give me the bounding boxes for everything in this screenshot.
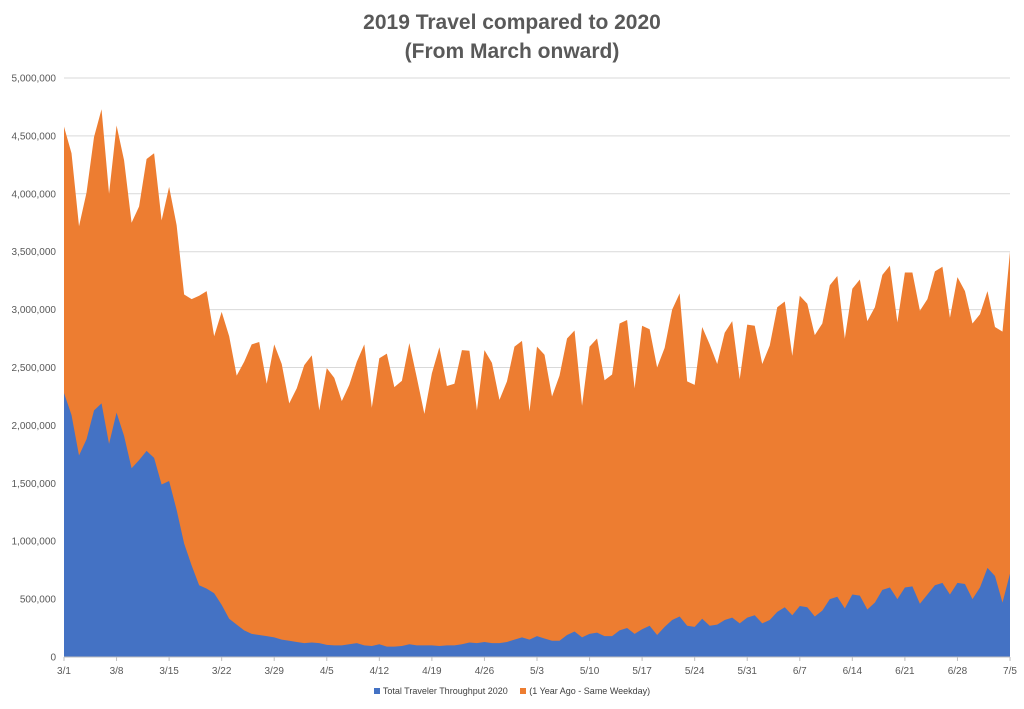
x-tick-label: 3/15 [159,666,179,677]
x-tick-label: 6/7 [793,666,807,677]
series-area-2020 [64,392,1010,657]
y-axis-ticks: 0 500,000 1,000,000 1,500,000 2,000,000 2,500… [12,74,57,664]
y-tick-label: 1,000,000 [12,537,57,548]
x-tick-label: 4/5 [320,666,334,677]
y-tick-label: 2,000,000 [12,421,57,432]
x-tick-label: 5/17 [632,666,652,677]
y-tick-label: 1,500,000 [12,479,57,490]
legend-swatch-2020 [373,688,380,694]
legend-label-2019: (1 Year Ago - Same Weekday) [529,686,651,696]
x-tick-label: 4/26 [475,666,495,677]
x-tick-label: 5/24 [685,666,705,677]
y-tick-label: 4,500,000 [12,131,57,142]
x-tick-label: 3/29 [264,666,284,677]
y-tick-label: 3,500,000 [12,247,57,258]
x-tick-label: 3/8 [110,666,124,677]
y-tick-label: 3,000,000 [12,305,57,316]
x-tick-label: 5/31 [737,666,757,677]
y-tick-label: 500,000 [20,595,57,606]
x-tick-label: 5/3 [530,666,544,677]
x-tick-label: 6/21 [895,666,915,677]
x-tick-label: 7/5 [1003,666,1017,677]
x-tick-label: 3/22 [212,666,232,677]
x-tick-label: 4/19 [422,666,442,677]
legend-swatch-2019 [520,688,527,694]
y-tick-label: 5,000,000 [12,74,57,85]
series-area-2019 [64,109,1010,658]
chart-legend: Total Traveler Throughput 2020 (1 Year A… [0,686,1024,696]
y-tick-label: 2,500,000 [12,363,57,374]
x-axis-ticks: 3/1 3/8 3/15 3/22 3/29 4/5 4/12 4/19 4/26 5/3 5/10… [57,657,1017,677]
chart-title-main: 2019 Travel compared to 2020 [363,11,661,34]
legend-item-2019: (1 Year Ago - Same Weekday) [520,686,650,696]
x-tick-label: 4/12 [370,666,390,677]
legend-label-2020: Total Traveler Throughput 2020 [382,686,508,696]
chart-subtitle: (From March onward) [404,40,620,63]
x-tick-label: 6/14 [843,666,863,677]
x-tick-label: 6/28 [948,666,968,677]
chart-areas [64,109,1010,658]
x-tick-label: 3/1 [57,666,71,677]
chart-title: 2019 Travel compared to 2020 (From March… [0,8,1024,66]
y-tick-label: 4,000,000 [12,189,57,200]
x-tick-label: 5/10 [580,666,600,677]
y-tick-label: 0 [50,653,56,664]
legend-item-2020: Total Traveler Throughput 2020 [373,686,508,696]
